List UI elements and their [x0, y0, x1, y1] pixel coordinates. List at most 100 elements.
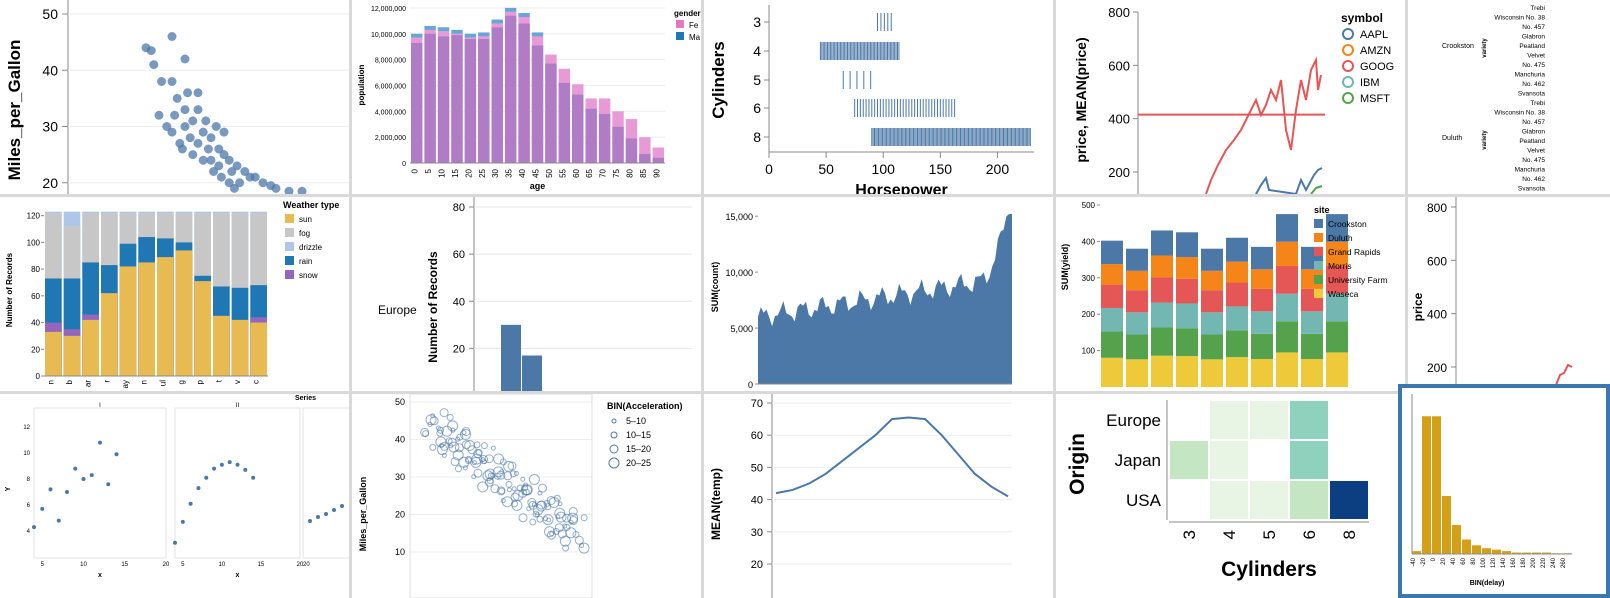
- bar-segment: [1101, 331, 1123, 358]
- data-point: [258, 178, 268, 188]
- y-tick-label: 100: [1082, 347, 1096, 356]
- variety-label: Velvet: [1527, 53, 1545, 60]
- x-tick-label: 50: [818, 161, 834, 177]
- chart-population[interactable]: 0 2,000,000 4,000,000 6,000,000 8,000,000 10,…: [352, 0, 701, 194]
- legend-swatch: [285, 228, 294, 237]
- y-axis-title: MEAN(temp): [709, 468, 723, 540]
- y-tick-label: 200: [1427, 361, 1447, 375]
- bar-segment: [1326, 214, 1348, 242]
- chart-price[interactable]: 200 400 600 800 price: [1408, 197, 1610, 391]
- y-axis-title: Miles_per_Gallon: [358, 477, 368, 552]
- x-tick-label: 0: [411, 168, 420, 173]
- chart-area-count[interactable]: 0 5,000 10,000 15,000 SUM(count): [704, 197, 1053, 391]
- y-tick-label: 600: [1108, 58, 1130, 73]
- chart-strip-horsepower[interactable]: 3 4 5 6 8 0 50 100 150 200 Cylinders Horsepower: [704, 0, 1053, 194]
- heat-cell: [1170, 401, 1208, 439]
- legend-symbol: [1342, 44, 1354, 56]
- y-tick-label: 30: [395, 472, 405, 482]
- chart-mpg-acceleration[interactable]: 10 20 30 40 50 Miles_per_Gallon BIN(Accelerati…: [352, 394, 701, 598]
- data-point: [422, 430, 430, 438]
- chart-anscombe[interactable]: Series I 5 10 15 20 x II 5 10 15 20 x 4 6 8 10 12 Y 20: [0, 394, 349, 598]
- legend-swatch: [285, 214, 294, 223]
- data-point: [316, 515, 320, 519]
- y-tick-label: 40: [42, 62, 58, 78]
- bar-top: [545, 51, 556, 55]
- data-point: [490, 484, 500, 494]
- data-point: [536, 515, 544, 523]
- legend-label: Morris: [1328, 261, 1352, 271]
- chart-heatmap-origin-svg: Europe Japan USA 3 4 5 6 8 Origin Cylinders: [1066, 400, 1369, 581]
- data-point: [528, 474, 540, 486]
- y-tick-label: 60: [751, 430, 763, 442]
- y-tick-label: 400: [1082, 237, 1096, 246]
- legend-label: Crookston: [1328, 219, 1367, 229]
- bar-male: [558, 82, 571, 163]
- y-axis-title: SUM(yield): [1060, 244, 1070, 291]
- series-msft: [1310, 185, 1323, 194]
- data-point: [568, 515, 578, 525]
- data-point: [482, 470, 494, 482]
- y-tick-label: 70: [751, 398, 763, 410]
- bar-male: [424, 33, 436, 164]
- x-axis-title: BIN(delay): [1470, 580, 1505, 587]
- y-tick-label: 6,000,000: [375, 84, 406, 91]
- x-tick-label: 15: [451, 168, 460, 177]
- data-point: [537, 490, 543, 496]
- data-point: [454, 465, 462, 473]
- y-tick-label: 30: [42, 119, 58, 135]
- bar-segment: [1126, 312, 1148, 335]
- data-point: [437, 426, 445, 434]
- data-point: [219, 127, 229, 137]
- x-tick-label: 8: [1340, 530, 1359, 539]
- bar-segment: [1126, 334, 1148, 360]
- chart-barley-varieties[interactable]: Trebi Wisconsin No. 38 No. 457 Glabron Peatl…: [1408, 0, 1610, 194]
- bar-sun: [157, 257, 174, 376]
- legend-title: site: [1314, 205, 1330, 215]
- chart-delay-histogram[interactable]: -40 -20 0 20 40 60 80 100 120 140 160 180 200 220 240 2…: [1398, 384, 1610, 598]
- data-point: [203, 144, 213, 154]
- data-point: [513, 470, 519, 476]
- data-point: [544, 526, 556, 538]
- y-axis-title: Origin: [1066, 433, 1089, 495]
- data-point: [154, 110, 164, 120]
- bar-segment: [1201, 248, 1223, 271]
- chart-scatter-mpg[interactable]: 20 30 40 50 Miles_per_Gallon: [0, 0, 349, 194]
- legend-title: symbol: [1341, 11, 1383, 25]
- chart-records-europe[interactable]: 20 40 60 80 Number of Records Europe: [352, 197, 701, 391]
- heat-cell: [1290, 441, 1328, 479]
- data-point: [484, 468, 496, 480]
- data-point: [511, 499, 523, 511]
- data-point: [471, 474, 477, 480]
- bar-male: [585, 108, 597, 163]
- bar-male: [464, 39, 477, 163]
- facet-frame: [174, 407, 301, 559]
- data-point: [555, 511, 567, 523]
- bar-top: [653, 144, 664, 148]
- chart-heatmap-origin[interactable]: Europe Japan USA 3 4 5 6 8 Origin Cylinders: [1056, 394, 1405, 598]
- data-point: [216, 172, 226, 182]
- y-tick-label: 12: [23, 425, 30, 431]
- heat-cell: [1210, 481, 1248, 519]
- bar-top: [559, 65, 570, 69]
- facet-axis-title: variety: [1482, 130, 1488, 150]
- chart-barley-yield[interactable]: 100 200 300 400 500 SUM(yield) site Crookston Du…: [1056, 197, 1405, 391]
- chart-stock-prices[interactable]: 200 400 600 800 price, MEAN(price) symbol AAPL…: [1056, 0, 1405, 194]
- bar-segment: [1151, 327, 1173, 356]
- legend-label: Waseca: [1328, 289, 1359, 299]
- bar-segment: [1251, 269, 1273, 289]
- x-tick-label: c: [252, 380, 261, 384]
- bar: [1492, 549, 1501, 554]
- chart-mean-temp[interactable]: 20 30 40 50 60 70 MEAN(temp): [704, 394, 1053, 598]
- chart-weather-types-svg: 0 20 40 60 80 100 120 Number of Records n b ar r ay n…: [5, 200, 339, 388]
- bar-sun: [231, 319, 249, 376]
- variety-label: Svansota: [1518, 186, 1545, 193]
- bar-segment: [1226, 261, 1248, 283]
- data-point: [544, 503, 552, 511]
- x-tick-label: 200: [986, 161, 1010, 177]
- variety-label: Velvet: [1527, 148, 1545, 155]
- bar-segment: [1276, 265, 1298, 294]
- chart-weather-types[interactable]: 0 20 40 60 80 100 120 Number of Records n b ar r ay n…: [0, 197, 349, 391]
- data-point: [65, 490, 69, 494]
- variety-label: Peatland: [1519, 138, 1545, 145]
- variety-label: Glabron: [1522, 129, 1546, 136]
